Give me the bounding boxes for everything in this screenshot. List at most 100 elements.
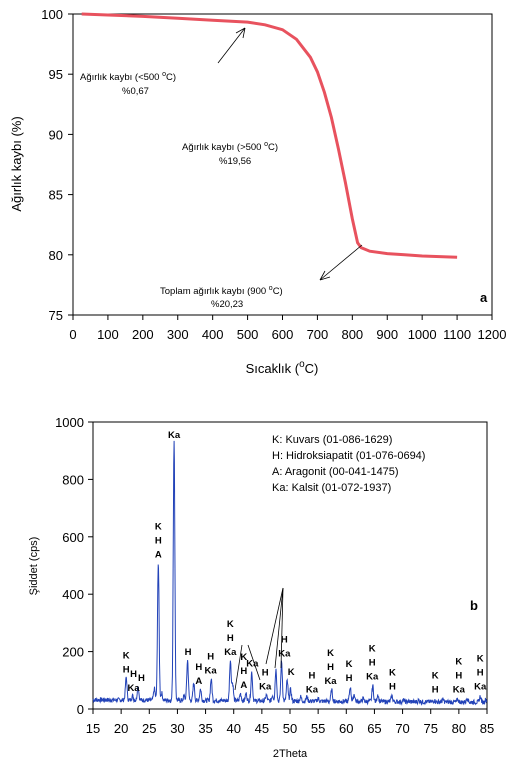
chart-a-plot-area [72, 13, 493, 316]
peak-label: H [327, 662, 334, 673]
peak-label: A [240, 680, 247, 691]
peak-label: Ka [246, 659, 259, 670]
chart-a-xtick-label: 1200 [478, 327, 507, 342]
chart-a-xtick-label: 1100 [443, 327, 471, 342]
peak-label: H [207, 652, 214, 663]
peak-label: K [227, 619, 234, 630]
chart-a-ytick-label: 90 [49, 127, 63, 142]
peak-label: K [455, 656, 462, 667]
chart-b-ytick-label: 800 [62, 472, 84, 487]
chart-b-xtick-label: 75 [423, 721, 437, 736]
chart-b-xtick-label: 55 [311, 721, 325, 736]
peak-label: H [138, 673, 145, 684]
chart-a-xtick-label: 1000 [408, 327, 437, 342]
chart-a-ytick-label: 80 [49, 248, 63, 263]
chart-b-arrows [234, 587, 284, 691]
chart-b-ytick-label: 600 [62, 530, 84, 545]
chart-b-ytick-label: 0 [77, 702, 84, 717]
chart-a-series-line [81, 12, 458, 259]
peak-label: H [227, 633, 234, 644]
chart-a-ytick-label: 85 [49, 188, 63, 203]
chart-b-xtick-label: 85 [480, 721, 494, 736]
peak-label: H [455, 670, 462, 681]
chart-a-ytick-label: 100 [41, 7, 63, 22]
chart-a-xtick-label: 0 [69, 327, 76, 342]
peak-label: Ka [366, 671, 379, 682]
peak-label: H [195, 662, 202, 673]
chart-a-xtick-label: 900 [376, 327, 398, 342]
chart-a-x-axis: 0 100 200 300 400 500 600 700 800 900 1000 1100 1200 [69, 315, 506, 342]
peak-label: K [123, 650, 130, 661]
chart-b-xtick-label: 50 [283, 721, 297, 736]
peak-label: H [130, 669, 137, 680]
chart-a-annotation-3: Toplam ağırlık kaybı (900 oC) %20,23 [160, 244, 363, 310]
peak-label: K [432, 670, 439, 681]
peak-label: H [369, 657, 376, 668]
chart-b-xtick-label: 40 [226, 721, 240, 736]
peak-label: H [262, 668, 269, 679]
chart-b-xtick-label: 65 [367, 721, 381, 736]
peak-label: H [346, 673, 353, 684]
peak-label: Ka [474, 682, 487, 693]
legend-item-kalsit: Ka: Kalsit (01-072-1937) [272, 482, 391, 494]
chart-a-xlabel: Sıcaklık (oC) [246, 359, 319, 376]
chart-b-ytick-label: 1000 [55, 415, 84, 430]
chart-b-x-axis: 15 20 25 30 35 40 45 50 55 60 65 70 75 80 85 [86, 709, 494, 736]
peak-label: Ka [224, 647, 237, 658]
peak-label: A [155, 550, 162, 561]
chart-a-y-axis: 75 80 85 90 95 100 [41, 7, 73, 323]
chart-a-xtick-label: 600 [272, 327, 294, 342]
chart-a-xtick-label: 400 [202, 327, 224, 342]
peak-label: K [327, 648, 334, 659]
chart-b-legend: K: Kuvars (01-086-1629) H: Hidroksiapati… [272, 434, 425, 494]
peak-label: H [185, 647, 192, 658]
chart-a-xtick-label: 500 [237, 327, 259, 342]
chart-a-panel-label: a [480, 290, 488, 305]
peak-label: H [123, 664, 130, 675]
peak-label: K [346, 659, 353, 670]
peak-label: Ka [168, 430, 181, 441]
svg-text:%20,23: %20,23 [211, 299, 243, 310]
chart-b-xtick-label: 80 [452, 721, 466, 736]
peak-label: H [155, 536, 162, 547]
chart-b-xtick-label: 70 [395, 721, 409, 736]
peak-label: Ka [453, 684, 466, 695]
svg-text:Ağırlık kaybı (<500 oC): Ağırlık kaybı (<500 oC) [80, 71, 176, 83]
chart-b-xtick-label: 15 [86, 721, 100, 736]
peak-label: Ka [324, 676, 337, 687]
peak-label: Ka [205, 666, 218, 677]
peak-label: K [240, 652, 247, 663]
peak-label: K [155, 522, 162, 533]
peak-label: K [369, 643, 376, 654]
peak-label: Ka [259, 682, 272, 693]
chart-b-ytick-label: 400 [62, 587, 84, 602]
peak-label: Ka [306, 684, 319, 695]
chart-b-ylabel: Şiddet (cps) [28, 537, 40, 596]
chart-a-annotation-1: Ağırlık kaybı (<500 oC) %0,67 [80, 27, 246, 97]
chart-a-ytick-label: 75 [49, 308, 63, 323]
chart-b-ytick-label: 200 [62, 645, 84, 660]
chart-a-xtick-label: 300 [167, 327, 189, 342]
peak-label: H [432, 684, 439, 695]
chart-a-weight-loss: 75 80 85 90 95 100 0 100 200 300 400 500 600 700 800 9… [9, 7, 506, 376]
chart-a-xtick-label: 800 [341, 327, 363, 342]
chart-a-xtick-label: 700 [307, 327, 329, 342]
chart-b-xtick-label: 30 [170, 721, 184, 736]
legend-item-hidroksiapatit: H: Hidroksiapatit (01-076-0694) [272, 450, 425, 462]
svg-text:Ağırlık kaybı (>500 oC): Ağırlık kaybı (>500 oC) [182, 141, 278, 153]
legend-item-kuvars: K: Kuvars (01-086-1629) [272, 434, 392, 446]
peak-label: K [288, 667, 295, 678]
chart-b-series-line [92, 440, 488, 706]
peak-label: H [477, 668, 484, 679]
chart-b-xtick-label: 20 [114, 721, 128, 736]
peak-label: H [281, 635, 288, 646]
peak-label: A [195, 676, 202, 687]
chart-b-xtick-label: 60 [339, 721, 353, 736]
chart-b-xtick-label: 35 [198, 721, 212, 736]
chart-b-xtick-label: 45 [255, 721, 269, 736]
peak-label: H [240, 666, 247, 677]
svg-text:%0,67: %0,67 [122, 86, 149, 97]
peak-label: H [389, 682, 396, 693]
